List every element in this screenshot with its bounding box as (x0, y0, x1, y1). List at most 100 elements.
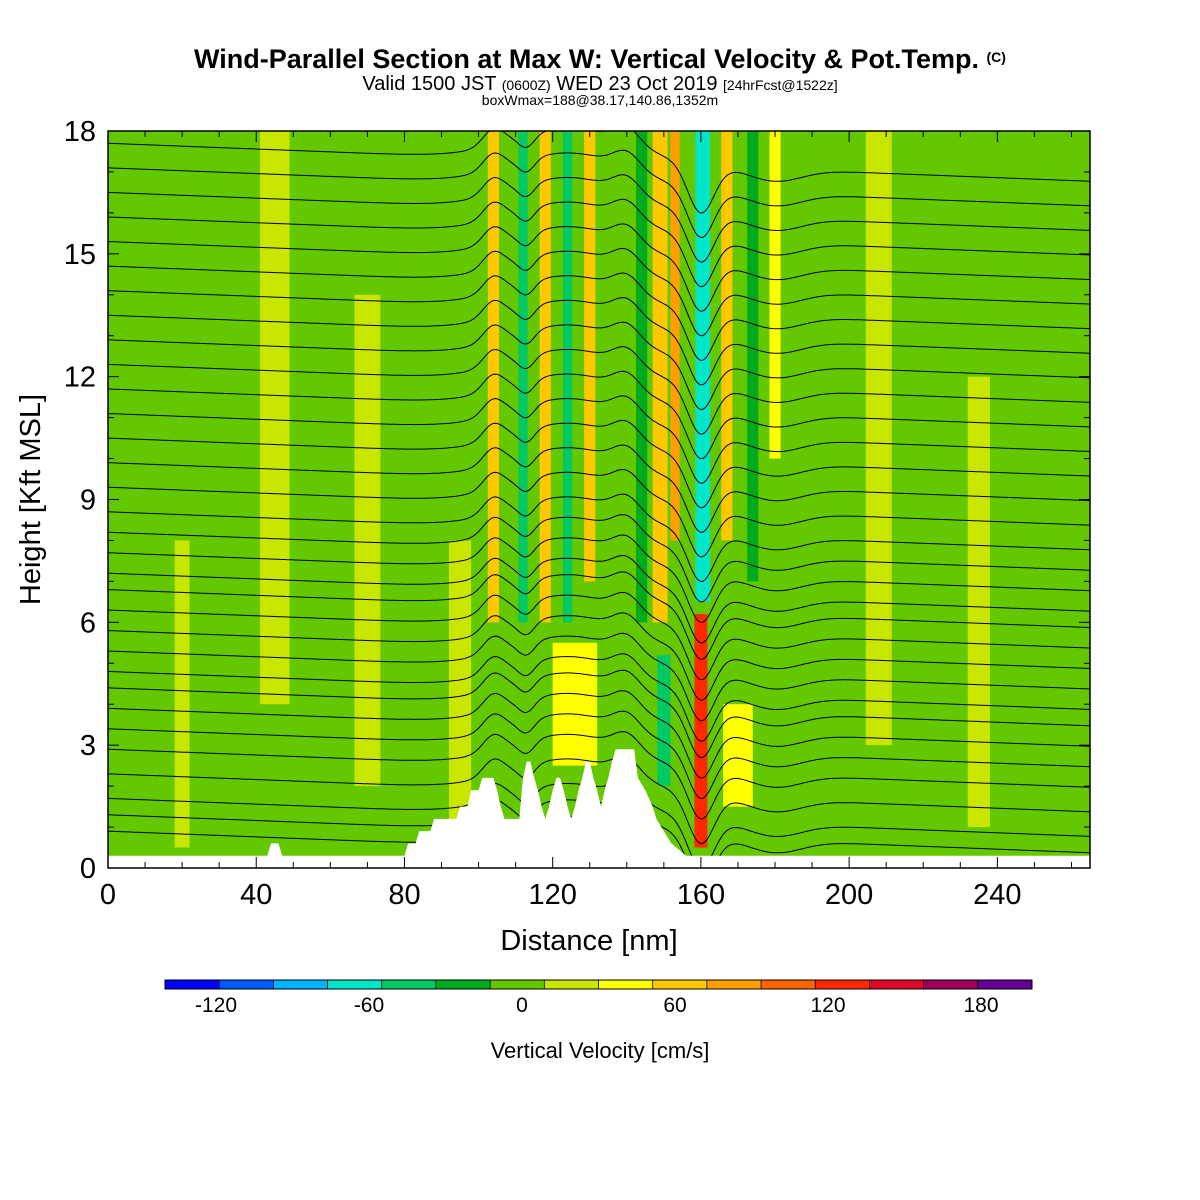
colorbar-tick-label: 0 (516, 994, 528, 1017)
w-band-12 (670, 131, 680, 541)
theta-contour-21 (108, 370, 1090, 460)
y-axis-label: Height [Kft MSL] (15, 394, 47, 605)
theta-contour-25 (108, 272, 1090, 361)
theta-contour-4 (108, 731, 1090, 820)
theta-contour-8 (108, 653, 1090, 742)
x-tick-label: 0 (100, 879, 116, 911)
theta-contour-18 (108, 444, 1090, 533)
colorbar-swatch (761, 980, 816, 989)
colorbar-tick-label: -120 (195, 994, 237, 1017)
theta-contour-12 (108, 571, 1090, 660)
colorbar-swatch (381, 980, 437, 989)
w-band-18 (259, 131, 290, 705)
theta-contour-24 (108, 297, 1090, 386)
colorbar-tick-label: 120 (810, 994, 845, 1017)
theta-contour-5 (108, 710, 1090, 800)
colorbar-swatch (490, 980, 545, 989)
y-tick-label: 9 (80, 485, 96, 517)
theta-contour-2 (108, 780, 1090, 868)
y-tick-label: 0 (80, 853, 96, 885)
w-band-17 (723, 704, 753, 807)
colorbar-swatch (815, 980, 870, 989)
colorbar-swatch (165, 980, 220, 989)
y-tick-label: 15 (64, 239, 96, 271)
chart-title-text: Wind-Parallel Section at Max W: Vertical… (194, 44, 979, 74)
theta-contour-26 (108, 248, 1090, 337)
theta-contours (108, 131, 1090, 868)
theta-contour-15 (108, 514, 1090, 603)
theta-contour-23 (108, 321, 1090, 411)
valid-prefix: Valid 1500 JST (362, 73, 497, 95)
w-band-10 (636, 131, 648, 623)
w-band-15 (769, 131, 781, 459)
theta-contour-16 (108, 493, 1090, 583)
w-band-21 (865, 131, 892, 746)
w-band-1 (695, 131, 711, 602)
colorbar-swatch (598, 980, 653, 989)
valid-utc: (0600Z) (501, 77, 551, 93)
colorbar: -120 -60 0 60 120 180 (164, 979, 1033, 1017)
theta-contour-27 (108, 223, 1090, 312)
x-tick-label: 240 (973, 879, 1021, 911)
y-tick-label: 6 (80, 607, 96, 639)
theta-contour-14 (108, 534, 1090, 623)
colorbar-tick-label: -60 (354, 994, 384, 1017)
forecast-info: [24hrFcst@1522z] (723, 77, 838, 93)
w-band-6 (518, 131, 528, 623)
x-tick-label: 160 (677, 879, 725, 911)
theta-contour-20 (108, 395, 1090, 484)
w-band-13 (721, 131, 733, 541)
w-band-5 (487, 131, 499, 623)
colorbar-swatch (869, 980, 924, 989)
chart-title: Wind-Parallel Section at Max W: Vertical… (0, 44, 1200, 75)
theta-contour-7 (108, 669, 1090, 759)
y-tick-label: 12 (64, 362, 96, 394)
theta-contour-3 (108, 755, 1090, 845)
colorbar-swatch (544, 980, 599, 989)
x-tick-label: 200 (825, 879, 873, 911)
w-band-8 (562, 131, 573, 623)
chart-valid-time: Valid 1500 JST (0600Z) WED 23 Oct 2019 [… (0, 73, 1200, 96)
colorbar-swatch (977, 980, 1033, 989)
box-info: boxWmax=188@38.17,140.86,1352m (481, 92, 719, 108)
terrain-mask (108, 749, 1090, 868)
w-band-22 (967, 376, 990, 828)
theta-contour-28 (108, 198, 1090, 288)
theta-contour-30 (108, 149, 1090, 239)
theta-contour-9 (108, 632, 1090, 722)
w-band-11 (652, 131, 668, 623)
colorbar-label: Vertical Velocity [cm/s] (490, 1038, 710, 1063)
colorbar-swatch (273, 980, 328, 989)
colorbar-swatch (327, 980, 383, 989)
x-tick-label: 40 (240, 879, 272, 911)
w-band-3 (694, 614, 708, 848)
theta-contour-22 (108, 346, 1090, 435)
copyright-mark: (C) (986, 49, 1006, 65)
w-band-16 (552, 642, 598, 766)
w-band-9 (584, 131, 596, 582)
colorbar-tick-label: 180 (963, 994, 998, 1017)
x-axis-label: Distance [nm] (500, 925, 677, 957)
y-tick-label: 18 (64, 116, 96, 148)
theta-contour-11 (108, 591, 1090, 681)
colorbar-swatch (923, 980, 979, 989)
theta-contour-19 (108, 419, 1090, 509)
valid-date: WED 23 Oct 2019 (556, 73, 718, 95)
theta-contour-6 (108, 690, 1090, 779)
y-tick-label: 3 (80, 730, 96, 762)
theta-contour-17 (108, 469, 1090, 558)
colorbar-swatch (652, 980, 708, 989)
theta-contour-10 (108, 612, 1090, 701)
x-tick-label: 80 (388, 879, 420, 911)
x-tick-label: 120 (528, 879, 576, 911)
w-band-4 (657, 655, 671, 787)
w-band-23 (174, 540, 190, 848)
theta-contour-29 (108, 174, 1090, 263)
colorbar-swatch (219, 980, 274, 989)
w-band-14 (747, 131, 759, 582)
colorbar-tick-label: 60 (663, 994, 686, 1017)
theta-contour-13 (108, 554, 1090, 644)
colorbar-swatch (706, 980, 762, 989)
colorbar-swatch (435, 980, 491, 989)
